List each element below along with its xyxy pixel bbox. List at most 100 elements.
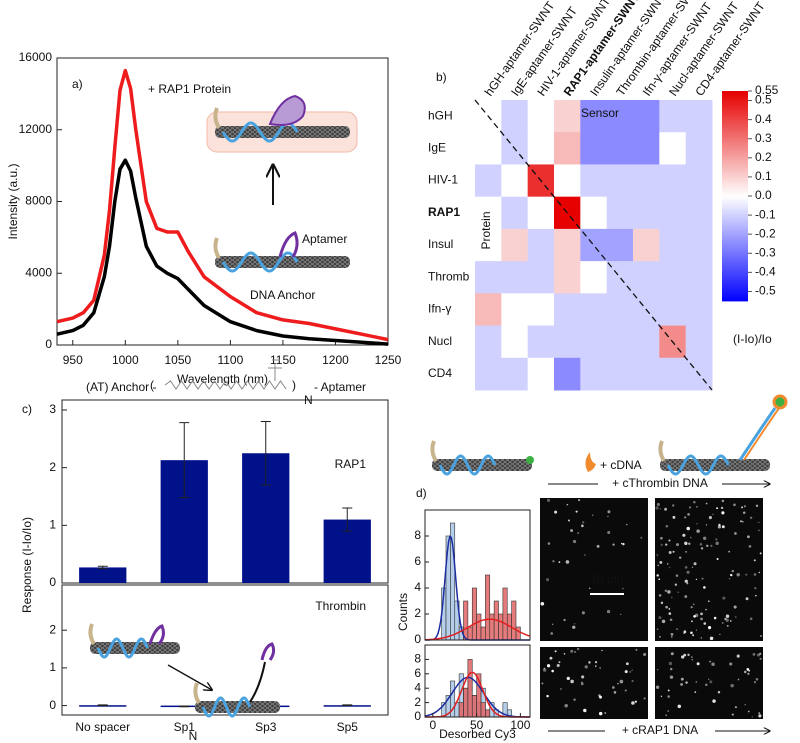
micrograph-spot [640, 536, 643, 539]
colorbar-cell [722, 260, 748, 264]
y-tick-label: 2 [414, 606, 421, 620]
panel-label: b) [436, 70, 447, 84]
micrograph-spot [599, 667, 601, 669]
micrograph-spot [552, 560, 555, 563]
formula: - Aptamer [314, 380, 366, 394]
aptamer-protein [268, 94, 306, 126]
y-tick-label: 1 [49, 660, 56, 674]
dna-helix [666, 454, 730, 476]
micrograph-spot [668, 608, 671, 610]
y-tick-label: 2 [49, 460, 56, 474]
colorbar-cell [722, 123, 748, 126]
micrograph-spot [709, 680, 713, 684]
micrograph-spot [541, 682, 544, 685]
micrograph-spot [596, 544, 600, 548]
colorbar-cell [722, 106, 748, 109]
micrograph-spot [696, 662, 700, 666]
micrograph-spot [691, 620, 693, 623]
micrograph-spot [668, 566, 671, 569]
heatmap-cell [501, 228, 529, 262]
micrograph-spot [543, 667, 545, 669]
heatmap-cell [501, 196, 529, 230]
series-line [56, 158, 389, 346]
micrograph-spot [708, 678, 710, 680]
colorbar-cell [722, 266, 748, 269]
x-axis-label: Desorbed Cy3 [439, 727, 516, 741]
colorbar-tick-label: 0.5 [755, 93, 772, 107]
colorbar-cell [722, 134, 748, 138]
micrograph-spot [730, 683, 734, 688]
colorbar-cell [722, 136, 748, 140]
heatmap-cell [501, 164, 529, 198]
micrograph-spot [624, 670, 628, 674]
micrograph-spot [617, 682, 619, 685]
colorbar-cell [722, 186, 748, 189]
dna-tail [213, 237, 221, 260]
colorbar-cell [722, 167, 748, 170]
colorbar-cell [722, 215, 748, 218]
heatmap-cell [501, 261, 529, 294]
micrograph-spot [671, 636, 673, 638]
micrograph-spot [734, 706, 737, 709]
micrograph-spot [731, 713, 734, 716]
micrograph-spot [693, 614, 696, 618]
heatmap-cell [501, 325, 529, 359]
micrograph-spot [747, 672, 750, 675]
colorbar-tick-label: -0.4 [755, 265, 776, 279]
micrograph-spot [753, 573, 757, 576]
fit-curve [425, 618, 531, 641]
micrograph-spot [620, 613, 622, 616]
micrograph-spot [691, 566, 694, 568]
y-tick-label: 3 [49, 402, 56, 416]
micrograph-spot [542, 668, 547, 672]
heatmap-cell [554, 100, 581, 133]
scale-bar-label: 10 µm [590, 572, 624, 586]
heatmap-cell [501, 100, 529, 133]
micrograph-spot [682, 533, 686, 537]
colorbar-cell [722, 150, 748, 153]
plot-frame [424, 509, 531, 641]
micrograph-spot [728, 550, 731, 553]
micrograph-spot [634, 700, 637, 703]
micrograph-spot [570, 679, 574, 684]
micrograph [540, 498, 648, 641]
y-tick-label: 12000 [19, 122, 53, 136]
heatmap-cell [501, 293, 529, 327]
heatmap-cell [659, 100, 687, 133]
colorbar-cell [722, 262, 748, 266]
micrograph-spot [690, 656, 693, 659]
histogram-bar [515, 626, 521, 641]
plot-frame [61, 584, 389, 716]
heatmap-cell [475, 325, 502, 359]
micrograph-spot [722, 622, 724, 624]
colorbar-tick-label: -0.2 [755, 226, 776, 240]
heatmap-cell [633, 132, 660, 165]
micrograph-spot [582, 521, 585, 524]
histogram-bar [502, 587, 508, 641]
micrograph-spot [629, 670, 632, 673]
heatmap-cell [554, 132, 581, 165]
micrograph-spot [672, 515, 676, 519]
micrograph-spot [753, 559, 756, 562]
cdna-strand [743, 407, 780, 461]
y-axis-label: Intensity (a.u.) [6, 163, 20, 239]
micrograph-spot [687, 512, 690, 516]
heatmap-cell [659, 357, 687, 391]
micrograph-spot [570, 529, 574, 533]
micrograph-spot [759, 657, 762, 660]
dna-helix [96, 637, 149, 659]
legend-label: + RAP1 Protein [148, 82, 231, 96]
micrograph-spot [655, 506, 659, 510]
histogram-bar [471, 587, 477, 641]
micrograph-spot [680, 682, 684, 686]
colorbar-cell [722, 182, 748, 185]
micrograph-spot [667, 695, 671, 698]
micrograph-spot [695, 681, 698, 683]
micrograph-spot [656, 628, 659, 630]
row-label: hGH [428, 108, 453, 122]
micrograph-spot [724, 617, 727, 621]
colorbar-cell [722, 175, 748, 178]
colorbar-cell [722, 117, 748, 121]
micrograph-spot [576, 647, 580, 651]
micrograph-spot [733, 605, 737, 609]
